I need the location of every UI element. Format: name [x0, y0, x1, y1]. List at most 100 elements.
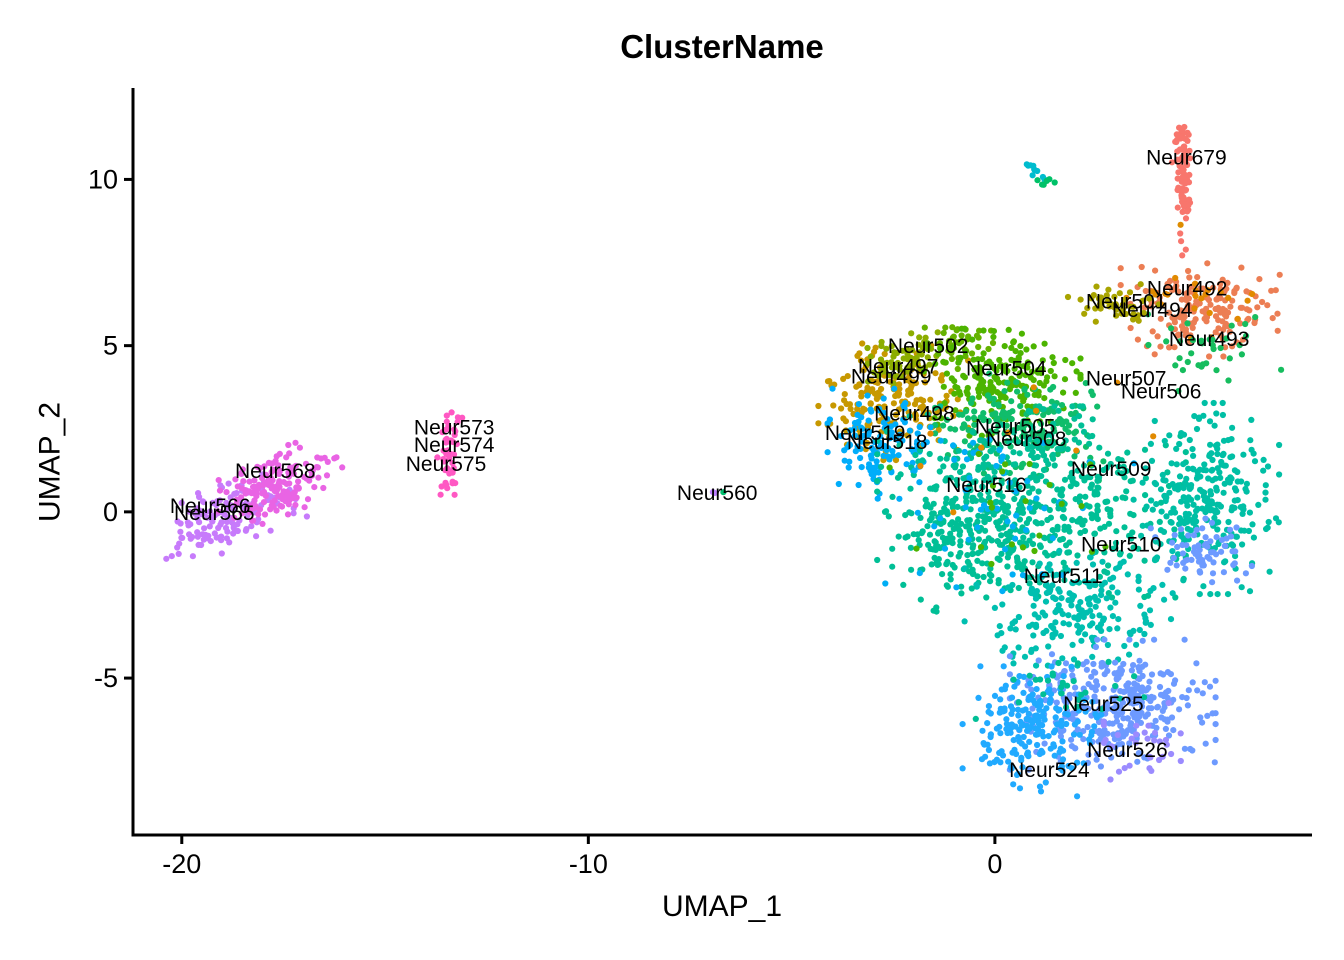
point	[1028, 452, 1035, 459]
point	[1081, 696, 1088, 704]
point	[1040, 466, 1048, 474]
point	[1008, 416, 1015, 423]
point	[267, 527, 274, 534]
point	[1127, 324, 1134, 332]
point	[987, 428, 994, 435]
point	[980, 327, 987, 334]
point	[1070, 678, 1077, 685]
point	[996, 446, 1003, 454]
point	[888, 343, 895, 350]
point	[168, 553, 175, 560]
point	[1092, 305, 1099, 312]
point	[908, 330, 915, 337]
point	[1189, 446, 1196, 453]
point	[1105, 590, 1112, 597]
point	[985, 708, 992, 716]
point	[1113, 713, 1120, 720]
point	[218, 550, 225, 557]
point	[1148, 457, 1156, 464]
point	[972, 715, 979, 723]
point	[1181, 180, 1189, 187]
point	[1087, 554, 1094, 561]
point	[895, 452, 902, 459]
point	[1185, 687, 1192, 694]
point	[1212, 475, 1219, 482]
point	[1055, 659, 1062, 667]
point	[975, 536, 983, 543]
point	[1234, 577, 1241, 584]
point	[1141, 446, 1149, 453]
point	[985, 746, 993, 754]
point	[1024, 359, 1031, 366]
point	[995, 577, 1002, 584]
point	[1092, 318, 1099, 325]
point	[225, 480, 232, 487]
point	[1011, 495, 1018, 503]
point	[1052, 629, 1059, 636]
point	[1008, 723, 1015, 730]
point	[1074, 552, 1081, 559]
point	[1049, 354, 1056, 361]
point	[974, 557, 981, 565]
point	[1060, 673, 1067, 680]
point	[1160, 671, 1167, 678]
point	[1109, 584, 1116, 591]
point	[1071, 436, 1078, 443]
point	[837, 433, 845, 440]
point	[199, 531, 206, 538]
point	[938, 415, 945, 422]
point	[1227, 526, 1234, 533]
point	[1050, 383, 1057, 391]
point	[1130, 662, 1137, 669]
point	[970, 414, 978, 421]
point	[974, 524, 981, 531]
point	[1005, 584, 1012, 591]
point	[977, 506, 985, 513]
point	[218, 533, 225, 540]
point	[1002, 546, 1009, 553]
point	[1148, 767, 1155, 775]
point	[1086, 595, 1093, 602]
point	[858, 464, 865, 471]
point	[913, 354, 920, 361]
point	[1074, 793, 1081, 800]
point	[1086, 440, 1093, 447]
point	[1177, 730, 1184, 737]
point	[1173, 562, 1180, 569]
point	[1068, 743, 1075, 750]
point	[1180, 326, 1187, 333]
point	[1244, 297, 1251, 304]
point	[1188, 482, 1195, 489]
point	[1224, 591, 1232, 598]
point	[1105, 658, 1112, 666]
point	[1245, 527, 1252, 535]
point	[1008, 541, 1016, 548]
point	[1133, 722, 1140, 729]
point	[942, 499, 950, 507]
point	[1220, 353, 1227, 360]
point	[919, 344, 926, 351]
point	[1264, 302, 1271, 309]
point	[1138, 263, 1145, 271]
point	[1057, 733, 1064, 740]
point	[1197, 285, 1204, 292]
point	[916, 447, 924, 454]
point	[1082, 578, 1089, 585]
point	[971, 366, 978, 373]
point	[1005, 429, 1012, 436]
point	[1082, 708, 1089, 715]
point	[1039, 427, 1046, 434]
point	[989, 482, 997, 489]
point	[1180, 431, 1188, 438]
point	[1028, 686, 1035, 693]
point	[1039, 448, 1046, 455]
point	[1026, 738, 1033, 746]
point	[1130, 311, 1137, 318]
point	[1088, 732, 1095, 739]
point	[1171, 485, 1179, 492]
point	[1038, 473, 1045, 480]
point	[1183, 542, 1190, 549]
point	[982, 514, 989, 521]
point	[1041, 340, 1048, 347]
point	[1210, 284, 1217, 291]
